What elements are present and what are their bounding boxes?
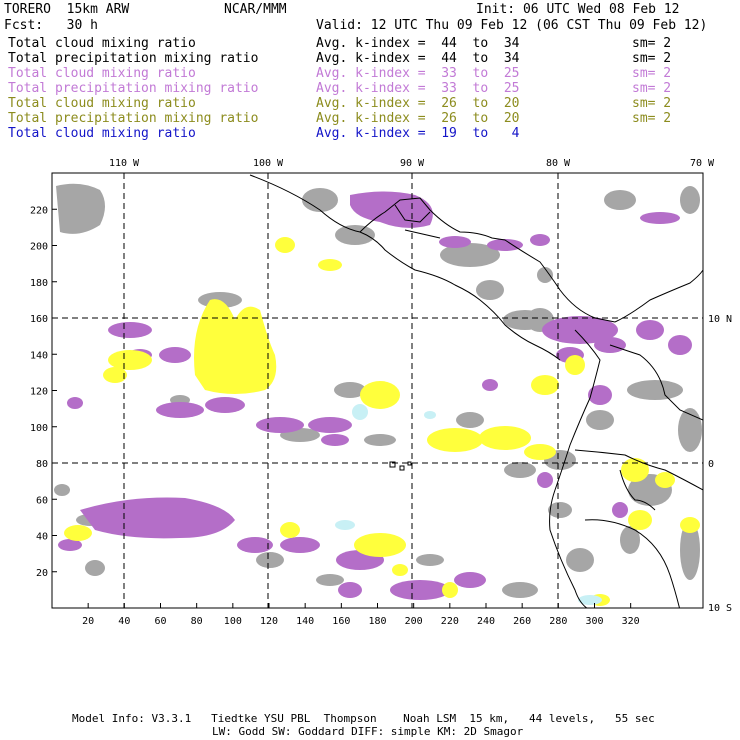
bottom-grid-label: 60: [154, 616, 166, 627]
header-center: NCAR/MMM: [224, 2, 287, 17]
footer-physics-info: LW: Godd SW: Goddard DIFF: simple KM: 2D…: [212, 725, 524, 738]
left-grid-label: 60: [36, 495, 48, 506]
legend-sm: sm= 2: [632, 96, 672, 111]
lat-label-10n: 10 N: [708, 314, 732, 325]
bottom-grid-label: 220: [441, 616, 459, 627]
header-fcst: Fcst: 30 h: [4, 18, 98, 33]
left-grid-label: 80: [36, 459, 48, 470]
legend-stat: Avg. k-index = 44 to 34: [316, 36, 520, 51]
legend-field: Total precipitation mixing ratio: [8, 81, 259, 96]
left-grid-label: 100: [30, 423, 48, 434]
grid-ticks: [52, 208, 632, 608]
bottom-grid-label: 40: [118, 616, 130, 627]
bottom-grid-labels: 20 40 60 80 100 120 140 160 180 200 220 240 260 280 30…: [82, 616, 640, 627]
lon-label-100w: 100 W: [253, 158, 284, 169]
left-grid-label: 120: [30, 387, 48, 398]
legend-stat: Avg. k-index = 26 to 20: [316, 111, 520, 126]
header-model: TORERO 15km ARW: [4, 2, 130, 17]
legend-sm: sm= 2: [632, 51, 672, 66]
map-field-layer: [52, 173, 703, 608]
legend-field: Total precipitation mixing ratio: [8, 111, 259, 126]
legend-stat: Avg. k-index = 33 to 25: [316, 81, 520, 96]
legend-sm: sm= 2: [632, 36, 672, 51]
gray-cloud-areas: [54, 183, 702, 598]
left-grid-label: 200: [30, 242, 48, 253]
bottom-grid-label: 180: [368, 616, 386, 627]
lon-label-90w: 90 W: [400, 158, 425, 169]
legend-field: Total cloud mixing ratio: [8, 36, 196, 51]
legend-sm: sm= 2: [632, 66, 672, 81]
bottom-grid-label: 20: [82, 616, 94, 627]
graticule: [52, 173, 703, 608]
lon-label-110w: 110 W: [109, 158, 140, 169]
legend-stat: Avg. k-index = 33 to 25: [316, 66, 520, 81]
bottom-grid-label: 320: [622, 616, 640, 627]
lat-label-0: 0: [708, 459, 714, 470]
bottom-grid-label: 280: [549, 616, 567, 627]
legend-stat: Avg. k-index = 19 to 4: [316, 126, 520, 141]
header-valid: Valid: 12 UTC Thu 09 Feb 12 (06 CST Thu …: [316, 18, 708, 33]
bottom-grid-label: 240: [477, 616, 495, 627]
legend-sm: sm= 2: [632, 111, 672, 126]
legend-stat: Avg. k-index = 26 to 20: [316, 96, 520, 111]
legend-field: Total precipitation mixing ratio: [8, 51, 259, 66]
legend-field: Total cloud mixing ratio: [8, 96, 196, 111]
bottom-grid-label: 200: [405, 616, 423, 627]
yellow-cloud-areas: [64, 237, 700, 606]
footer-model-info: Model Info: V3.3.1 Tiedtke YSU PBL Thomp…: [72, 712, 655, 725]
left-grid-labels: 220 200 180 160 140 120 100 80 60 40 20: [30, 205, 48, 579]
lon-label-80w: 80 W: [546, 158, 571, 169]
cyan-cloud-areas: [335, 404, 602, 605]
bottom-grid-label: 160: [332, 616, 350, 627]
left-grid-label: 20: [36, 568, 48, 579]
coastline: [249, 174, 703, 608]
left-grid-label: 220: [30, 205, 48, 216]
bottom-grid-label: 300: [585, 616, 603, 627]
left-grid-label: 40: [36, 532, 48, 543]
legend-sm: sm= 2: [632, 81, 672, 96]
legend-field: Total cloud mixing ratio: [8, 66, 196, 81]
purple-cloud-areas: [58, 191, 692, 600]
left-grid-label: 180: [30, 278, 48, 289]
left-grid-label: 140: [30, 350, 48, 361]
lon-label-70w: 70 W: [690, 158, 715, 169]
bottom-grid-label: 260: [513, 616, 531, 627]
bottom-grid-label: 100: [224, 616, 242, 627]
header-init: Init: 06 UTC Wed 08 Feb 12: [476, 2, 680, 17]
legend-stat: Avg. k-index = 44 to 34: [316, 51, 520, 66]
lat-label-10s: 10 S: [708, 603, 732, 614]
bottom-grid-label: 80: [191, 616, 203, 627]
bottom-grid-label: 120: [260, 616, 278, 627]
legend-field: Total cloud mixing ratio: [8, 126, 196, 141]
left-grid-label: 160: [30, 314, 48, 325]
bottom-grid-label: 140: [296, 616, 314, 627]
